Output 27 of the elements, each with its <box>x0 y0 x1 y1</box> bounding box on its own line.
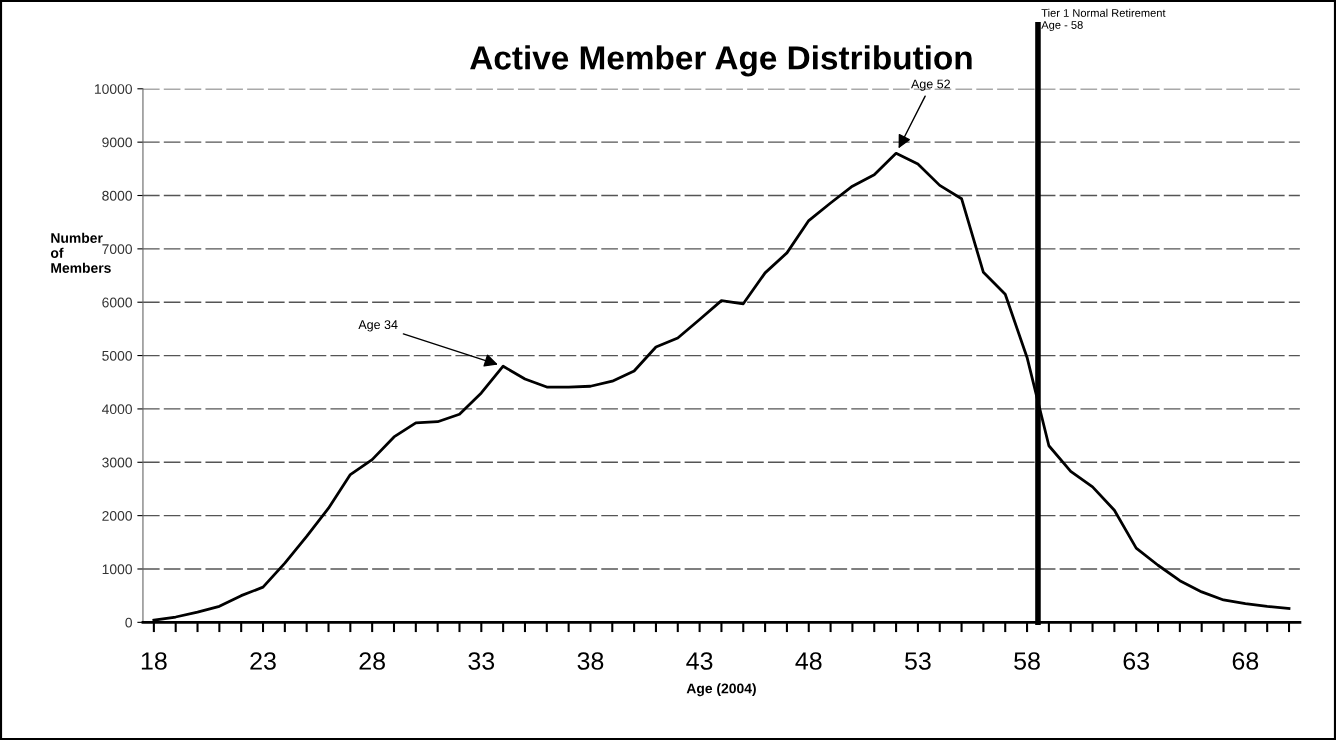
x-tick-label: 43 <box>686 652 713 670</box>
y-tick-label: 0 <box>125 617 132 628</box>
y-tick-label: 1000 <box>102 564 132 575</box>
y-tick-label: 8000 <box>102 190 132 201</box>
y-tick-label: 2000 <box>102 510 132 521</box>
x-tick-label: 28 <box>359 652 385 670</box>
y-tick-label: 9000 <box>102 137 132 148</box>
ref-line-label: Tier 1 Normal Retirement Age - 58 <box>1041 8 1166 32</box>
annotation: Age 52 <box>911 79 950 91</box>
x-tick-label: 38 <box>577 652 604 670</box>
annotation: Age 34 <box>358 320 398 332</box>
y-tick-label: 4000 <box>101 404 132 415</box>
chart-title: Active Member Age Distribution <box>470 45 972 77</box>
y-tick-label: 10000 <box>94 84 132 94</box>
x-tick-label: 53 <box>905 652 931 670</box>
y-tick-label: 6000 <box>102 297 132 308</box>
y-tick-label: 3000 <box>102 457 132 468</box>
x-tick-label: 63 <box>1123 652 1150 670</box>
x-tick-label: 58 <box>1014 652 1040 670</box>
x-tick-label: 48 <box>795 652 822 670</box>
x-axis-title: Age (2004) <box>686 683 756 697</box>
x-tick-label: 68 <box>1232 652 1259 670</box>
y-tick-label: 7000 <box>102 244 132 255</box>
x-tick-label: 18 <box>141 652 167 670</box>
y-tick-label: 5000 <box>102 350 132 361</box>
x-tick-label: 33 <box>468 652 495 670</box>
x-tick-label: 23 <box>250 652 276 670</box>
